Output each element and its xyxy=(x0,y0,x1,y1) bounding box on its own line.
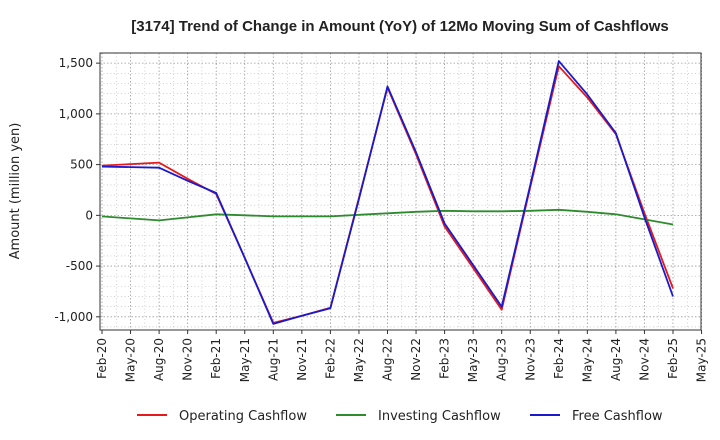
x-tick-label: Nov-21 xyxy=(295,338,309,381)
x-tick-label: Nov-20 xyxy=(181,338,195,381)
y-tick-label: -500 xyxy=(66,259,93,273)
series-layer xyxy=(101,60,674,325)
chart-title: [3174] Trend of Change in Amount (YoY) o… xyxy=(131,18,669,35)
x-tick-label: Feb-25 xyxy=(666,338,680,379)
legend: Operating Cashflow Investing Cashflow Free… xyxy=(137,409,663,424)
legend-label-operating-cashflow: Operating Cashflow xyxy=(179,409,307,424)
y-tick-layer: 1,500 1,000 500 0 -500 -1,000 xyxy=(54,56,100,324)
legend-label-investing-cashflow: Investing Cashflow xyxy=(378,409,501,424)
x-tick-label: Aug-20 xyxy=(152,338,166,381)
x-tick-label: May-20 xyxy=(124,338,138,382)
plot-frame xyxy=(99,52,702,331)
y-tick-label: 1,000 xyxy=(59,107,93,121)
y-tick-label: 500 xyxy=(70,158,93,172)
series-line-investing-cashflow xyxy=(101,208,674,226)
y-axis-label: Amount (million yen) xyxy=(8,123,23,260)
y-tick-label: 0 xyxy=(85,208,93,222)
x-tick-label: Feb-20 xyxy=(95,338,109,379)
x-tick-label: Feb-21 xyxy=(209,338,223,379)
x-tick-label: Feb-24 xyxy=(552,338,566,379)
y-tick-label: -1,000 xyxy=(54,310,93,324)
y-tick-label: 1,500 xyxy=(59,56,93,70)
x-tick-label: Nov-24 xyxy=(637,338,651,381)
grid-layer xyxy=(100,52,702,330)
x-tick-label: May-25 xyxy=(695,338,709,382)
x-tick-label: May-24 xyxy=(580,338,594,382)
x-tick-label: Feb-23 xyxy=(438,338,452,379)
series-line-free-cashflow xyxy=(101,60,674,325)
x-tick-label: May-23 xyxy=(466,338,480,382)
x-tick-label: Aug-21 xyxy=(266,338,280,381)
x-tick-layer: Feb-20 May-20 Aug-20 Nov-20 Feb-21 May-21 Aug-… xyxy=(95,330,709,382)
x-tick-label: Aug-24 xyxy=(609,338,623,381)
x-tick-label: Aug-23 xyxy=(495,338,509,381)
x-tick-label: Feb-22 xyxy=(323,338,337,379)
x-tick-label: Nov-23 xyxy=(523,338,537,381)
legend-label-free-cashflow: Free Cashflow xyxy=(572,409,663,424)
x-tick-label: May-22 xyxy=(352,338,366,382)
x-tick-label: May-21 xyxy=(238,338,252,382)
x-tick-label: Nov-22 xyxy=(409,338,423,381)
x-tick-label: Aug-22 xyxy=(381,338,395,381)
